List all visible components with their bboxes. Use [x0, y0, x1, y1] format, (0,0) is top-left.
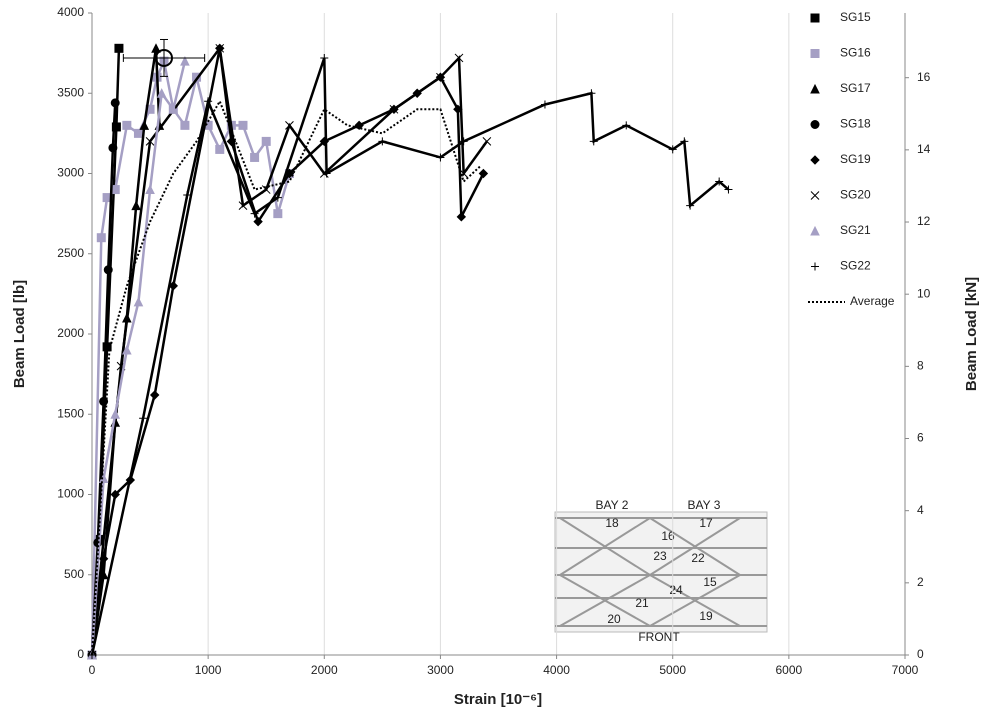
legend-label: SG21 — [840, 223, 871, 237]
y-tick-label: 2500 — [57, 246, 84, 260]
marker — [146, 186, 154, 194]
marker — [251, 153, 259, 161]
y-tick-label: 4000 — [57, 5, 84, 19]
x-axis-label: Strain [10⁻⁶] — [454, 691, 542, 708]
legend-label: SG20 — [840, 188, 871, 202]
legend-swatch — [811, 156, 819, 164]
inset-label: BAY 2 — [596, 498, 629, 512]
legend-swatch — [811, 227, 819, 235]
marker — [111, 410, 119, 418]
y-tick-label: 2000 — [57, 326, 84, 340]
marker — [239, 121, 247, 129]
y-tick-label: 0 — [77, 647, 84, 661]
y-tick-label: 1000 — [57, 487, 84, 501]
marker — [109, 144, 117, 152]
x-tick-label: 7000 — [892, 663, 919, 677]
x-tick-label: 2000 — [311, 663, 338, 677]
x-tick-label: 4000 — [543, 663, 570, 677]
y2-tick-label: 16 — [917, 70, 931, 84]
inset-label: 17 — [699, 516, 713, 530]
inset-label: BAY 3 — [688, 498, 721, 512]
y2-tick-label: 2 — [917, 575, 924, 589]
y2-tick-label: 14 — [917, 142, 931, 156]
series-line — [92, 48, 487, 655]
legend-label: SG17 — [840, 81, 871, 95]
x-tick-label: 3000 — [427, 663, 454, 677]
y2-axis-label: Beam Load [kN] — [963, 277, 980, 391]
marker — [104, 266, 112, 274]
inset-label: 20 — [607, 612, 621, 626]
y2-tick-label: 10 — [917, 286, 931, 300]
legend-swatch — [811, 14, 819, 22]
inset-label: 24 — [669, 583, 683, 597]
marker — [590, 137, 598, 145]
marker — [132, 202, 140, 210]
legend-label: SG22 — [840, 259, 871, 273]
marker — [115, 44, 123, 52]
y-tick-label: 1500 — [57, 406, 84, 420]
legend-swatch — [811, 85, 819, 93]
inset-label: 19 — [699, 609, 713, 623]
marker — [111, 99, 119, 107]
inset-label: 15 — [703, 575, 717, 589]
marker — [97, 234, 105, 242]
legend-label: SG19 — [840, 152, 871, 166]
y-tick-label: 500 — [64, 567, 84, 581]
y-tick-label: 3000 — [57, 166, 84, 180]
legend-swatch — [811, 192, 819, 200]
legend-label: SG18 — [840, 117, 871, 131]
marker — [139, 414, 147, 422]
marker — [151, 391, 159, 399]
x-tick-label: 1000 — [195, 663, 222, 677]
legend-label: SG15 — [840, 10, 871, 24]
marker — [483, 137, 491, 145]
marker — [134, 298, 142, 306]
legend-swatch — [811, 121, 819, 129]
marker — [181, 121, 189, 129]
x-tick-label: 6000 — [776, 663, 803, 677]
marker — [274, 210, 282, 218]
marker — [123, 121, 131, 129]
y-axis-label: Beam Load [lb] — [11, 280, 28, 388]
inset-label: 23 — [653, 549, 667, 563]
x-tick-label: 5000 — [659, 663, 686, 677]
inset-label: 21 — [635, 596, 649, 610]
legend-swatch — [811, 263, 819, 271]
inset-label: 22 — [691, 551, 705, 565]
x-tick-label: 0 — [89, 663, 96, 677]
y2-tick-label: 6 — [917, 431, 924, 445]
legend-label: SG16 — [840, 46, 871, 60]
marker — [134, 129, 142, 137]
y2-tick-label: 0 — [917, 647, 924, 661]
legend-label: Average — [850, 294, 895, 308]
marker — [320, 54, 328, 62]
y2-tick-label: 12 — [917, 214, 931, 228]
inset-label: FRONT — [638, 630, 680, 644]
legend-swatch — [811, 50, 819, 58]
y2-tick-label: 4 — [917, 503, 924, 517]
inset-label: 18 — [605, 516, 619, 530]
marker — [262, 137, 270, 145]
y2-tick-label: 8 — [917, 359, 924, 373]
y-tick-label: 3500 — [57, 85, 84, 99]
chart: Strain [10⁻⁶] Beam Load [lb] Beam Load [… — [0, 0, 987, 715]
marker — [216, 145, 224, 153]
marker — [587, 89, 595, 97]
marker — [541, 100, 549, 108]
